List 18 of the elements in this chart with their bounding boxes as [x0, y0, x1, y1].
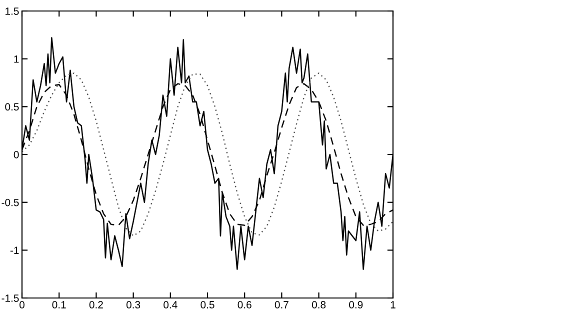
x-tick-label: 0.2	[89, 301, 103, 308]
y-tick-label: -1.5	[2, 294, 19, 302]
y-tick-label: -1	[10, 246, 19, 254]
y-tick-label: 0	[14, 151, 19, 158]
x-tick-label: 0.3	[126, 301, 140, 308]
y-tick-label: 0.5	[5, 103, 19, 111]
y-tick-label: -0.5	[2, 198, 19, 206]
x-tick-label: 0.5	[200, 301, 214, 308]
x-tick-label: 0.9	[349, 301, 363, 308]
x-tick-label: 0.8	[312, 301, 326, 308]
x-tick-label: 0.7	[274, 301, 288, 308]
x-tick-label: 0.1	[52, 301, 66, 308]
y-tick-label: 1	[14, 55, 19, 63]
x-tick-label: 0	[20, 301, 24, 308]
x-tick-label: 0.4	[164, 301, 178, 308]
y-tick-label: 1.5	[6, 8, 19, 15]
x-tick-label: 0.6	[238, 301, 252, 308]
x-tick-label: 1	[390, 301, 396, 308]
